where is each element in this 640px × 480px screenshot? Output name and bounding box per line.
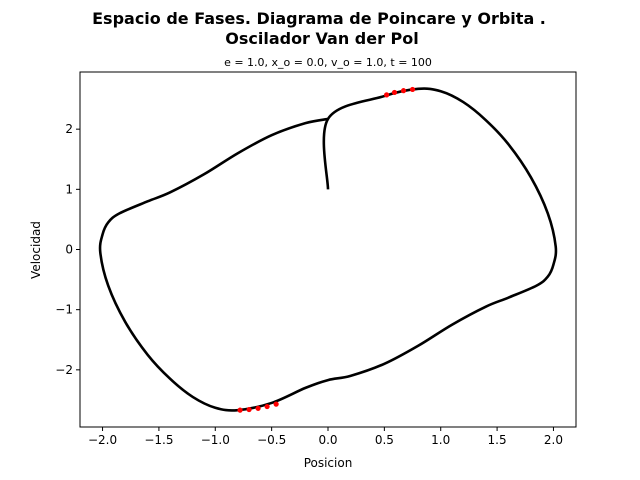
x-axis-label: Posicion [304,456,353,470]
chart-title-line2: Oscilador Van der Pol [225,29,419,48]
x-tick-label: 0.5 [375,433,394,447]
x-tick-label: −1.0 [201,433,230,447]
x-axis: −2.0 −1.5 −1.0 −0.5 0.0 0.5 1.0 1.5 2.0 [88,427,563,447]
chart-title: Espacio de Fases. Diagrama de Poincare y… [92,9,546,28]
y-tick-label: −2 [55,363,73,377]
poincare-point [264,403,270,410]
x-tick-label: 1.5 [488,433,507,447]
y-tick-label: 1 [65,182,73,196]
x-tick-label: −0.5 [257,433,286,447]
poincare-point [255,405,261,411]
y-axis: −2 −1 0 1 2 [55,122,80,377]
plot-area [98,86,558,413]
y-tick-label: 2 [65,122,73,136]
y-tick-label: 0 [65,243,73,257]
orbit-line [98,87,558,412]
poincare-point [246,406,252,413]
poincare-point [400,88,407,94]
chart-subtitle: e = 1.0, x_o = 0.0, v_o = 1.0, t = 100 [224,56,432,69]
y-axis-label: Velocidad [29,221,43,279]
x-tick-label: −1.5 [144,433,173,447]
poincare-point [391,89,398,96]
poincare-point [237,407,243,413]
poincare-point [273,401,279,407]
poincare-point [384,92,390,98]
y-tick-label: −1 [55,303,73,317]
x-tick-label: −2.0 [88,433,117,447]
poincare-point [409,86,416,93]
x-tick-label: 0.0 [318,433,337,447]
x-tick-label: 2.0 [544,433,563,447]
x-tick-label: 1.0 [431,433,450,447]
